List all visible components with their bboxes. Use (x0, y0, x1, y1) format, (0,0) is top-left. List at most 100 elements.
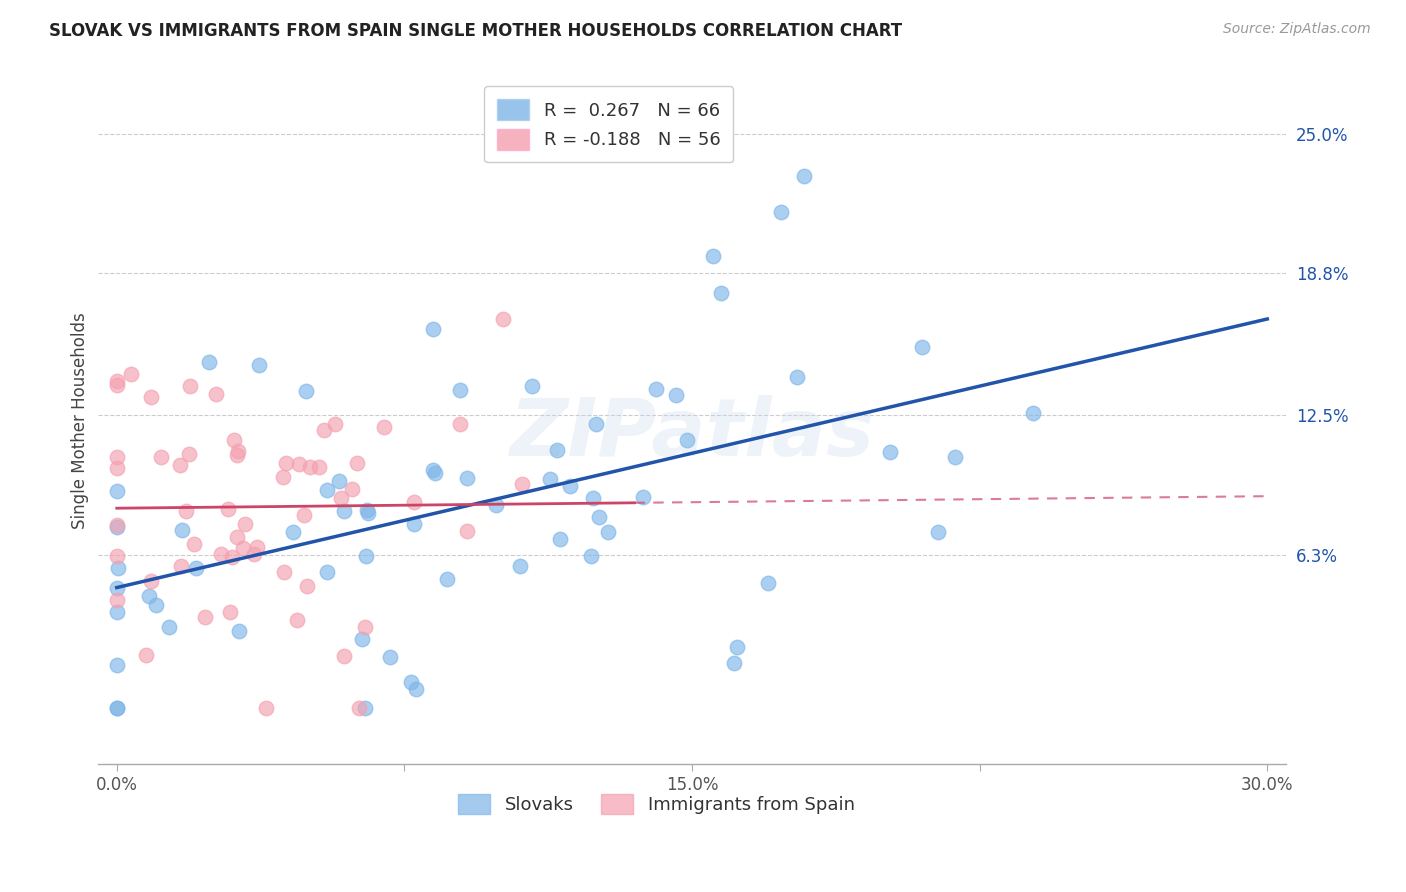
Point (198, 355, 221, 369)
Point (105, 450, 128, 464)
Point (308, 460, 330, 475)
Point (456, 471, 478, 485)
Point (145, 598, 167, 612)
Point (332, 504, 354, 518)
Point (323, 417, 346, 431)
Point (228, 624, 250, 639)
Point (105, 605, 128, 619)
Point (425, 467, 447, 481)
Point (356, 549, 378, 563)
Point (287, 613, 309, 627)
Point (710, 286, 733, 301)
Point (288, 457, 311, 471)
Point (222, 434, 245, 448)
Point (138, 589, 160, 603)
Point (332, 649, 354, 664)
Point (510, 477, 533, 491)
Point (184, 561, 207, 575)
Point (316, 565, 339, 579)
Point (205, 386, 228, 401)
Y-axis label: Single Mother Households: Single Mother Households (72, 312, 89, 529)
Point (225, 448, 247, 462)
Point (183, 536, 205, 550)
Point (450, 383, 472, 397)
Point (449, 417, 471, 432)
Point (354, 700, 377, 714)
Point (378, 650, 401, 665)
Point (105, 581, 128, 595)
Point (550, 532, 572, 546)
Text: Source: ZipAtlas.com: Source: ZipAtlas.com (1223, 22, 1371, 37)
Point (254, 700, 277, 714)
Point (349, 700, 371, 714)
Point (546, 443, 568, 458)
Point (219, 605, 242, 619)
Point (346, 456, 368, 470)
Point (299, 460, 322, 475)
Point (579, 549, 602, 564)
Point (342, 482, 364, 496)
Point (1022, 406, 1045, 420)
Point (209, 547, 232, 561)
Point (139, 574, 162, 588)
Point (422, 463, 444, 477)
Point (404, 495, 426, 509)
Point (294, 384, 316, 398)
Point (135, 648, 157, 662)
Point (105, 700, 128, 714)
Point (221, 549, 243, 564)
Point (631, 490, 654, 504)
Point (702, 249, 724, 263)
Point (520, 379, 543, 393)
Point (292, 508, 315, 522)
Point (598, 524, 620, 539)
Point (329, 491, 352, 505)
Point (588, 509, 610, 524)
Point (174, 504, 197, 518)
Point (150, 450, 173, 464)
Point (352, 632, 374, 646)
Point (328, 474, 350, 488)
Point (246, 541, 269, 555)
Point (169, 558, 191, 573)
Point (927, 524, 949, 539)
Point (943, 450, 966, 464)
Legend: Slovaks, Immigrants from Spain: Slovaks, Immigrants from Spain (449, 785, 863, 823)
Point (725, 640, 748, 654)
Point (105, 658, 128, 673)
Point (283, 524, 305, 539)
Text: ZIPatlas: ZIPatlas (509, 395, 875, 474)
Point (231, 541, 253, 555)
Point (169, 458, 191, 472)
Point (170, 523, 193, 537)
Point (105, 592, 128, 607)
Point (422, 322, 444, 336)
Point (756, 575, 779, 590)
Point (105, 483, 128, 498)
Point (194, 609, 217, 624)
Point (105, 374, 128, 388)
Point (585, 417, 607, 431)
Point (217, 502, 239, 516)
Point (786, 369, 808, 384)
Point (538, 471, 561, 485)
Point (665, 388, 688, 402)
Point (485, 498, 508, 512)
Point (105, 517, 128, 532)
Point (105, 377, 128, 392)
Point (179, 447, 201, 461)
Point (312, 423, 335, 437)
Point (675, 434, 697, 448)
Point (243, 547, 266, 561)
Text: SLOVAK VS IMMIGRANTS FROM SPAIN SINGLE MOTHER HOUSEHOLDS CORRELATION CHART: SLOVAK VS IMMIGRANTS FROM SPAIN SINGLE M… (49, 22, 903, 40)
Point (295, 579, 318, 593)
Point (105, 700, 128, 714)
Point (645, 382, 668, 396)
Point (401, 675, 423, 690)
Point (247, 359, 270, 373)
Point (582, 491, 605, 506)
Point (405, 682, 427, 697)
Point (456, 524, 478, 538)
Point (509, 559, 531, 574)
Point (356, 503, 378, 517)
